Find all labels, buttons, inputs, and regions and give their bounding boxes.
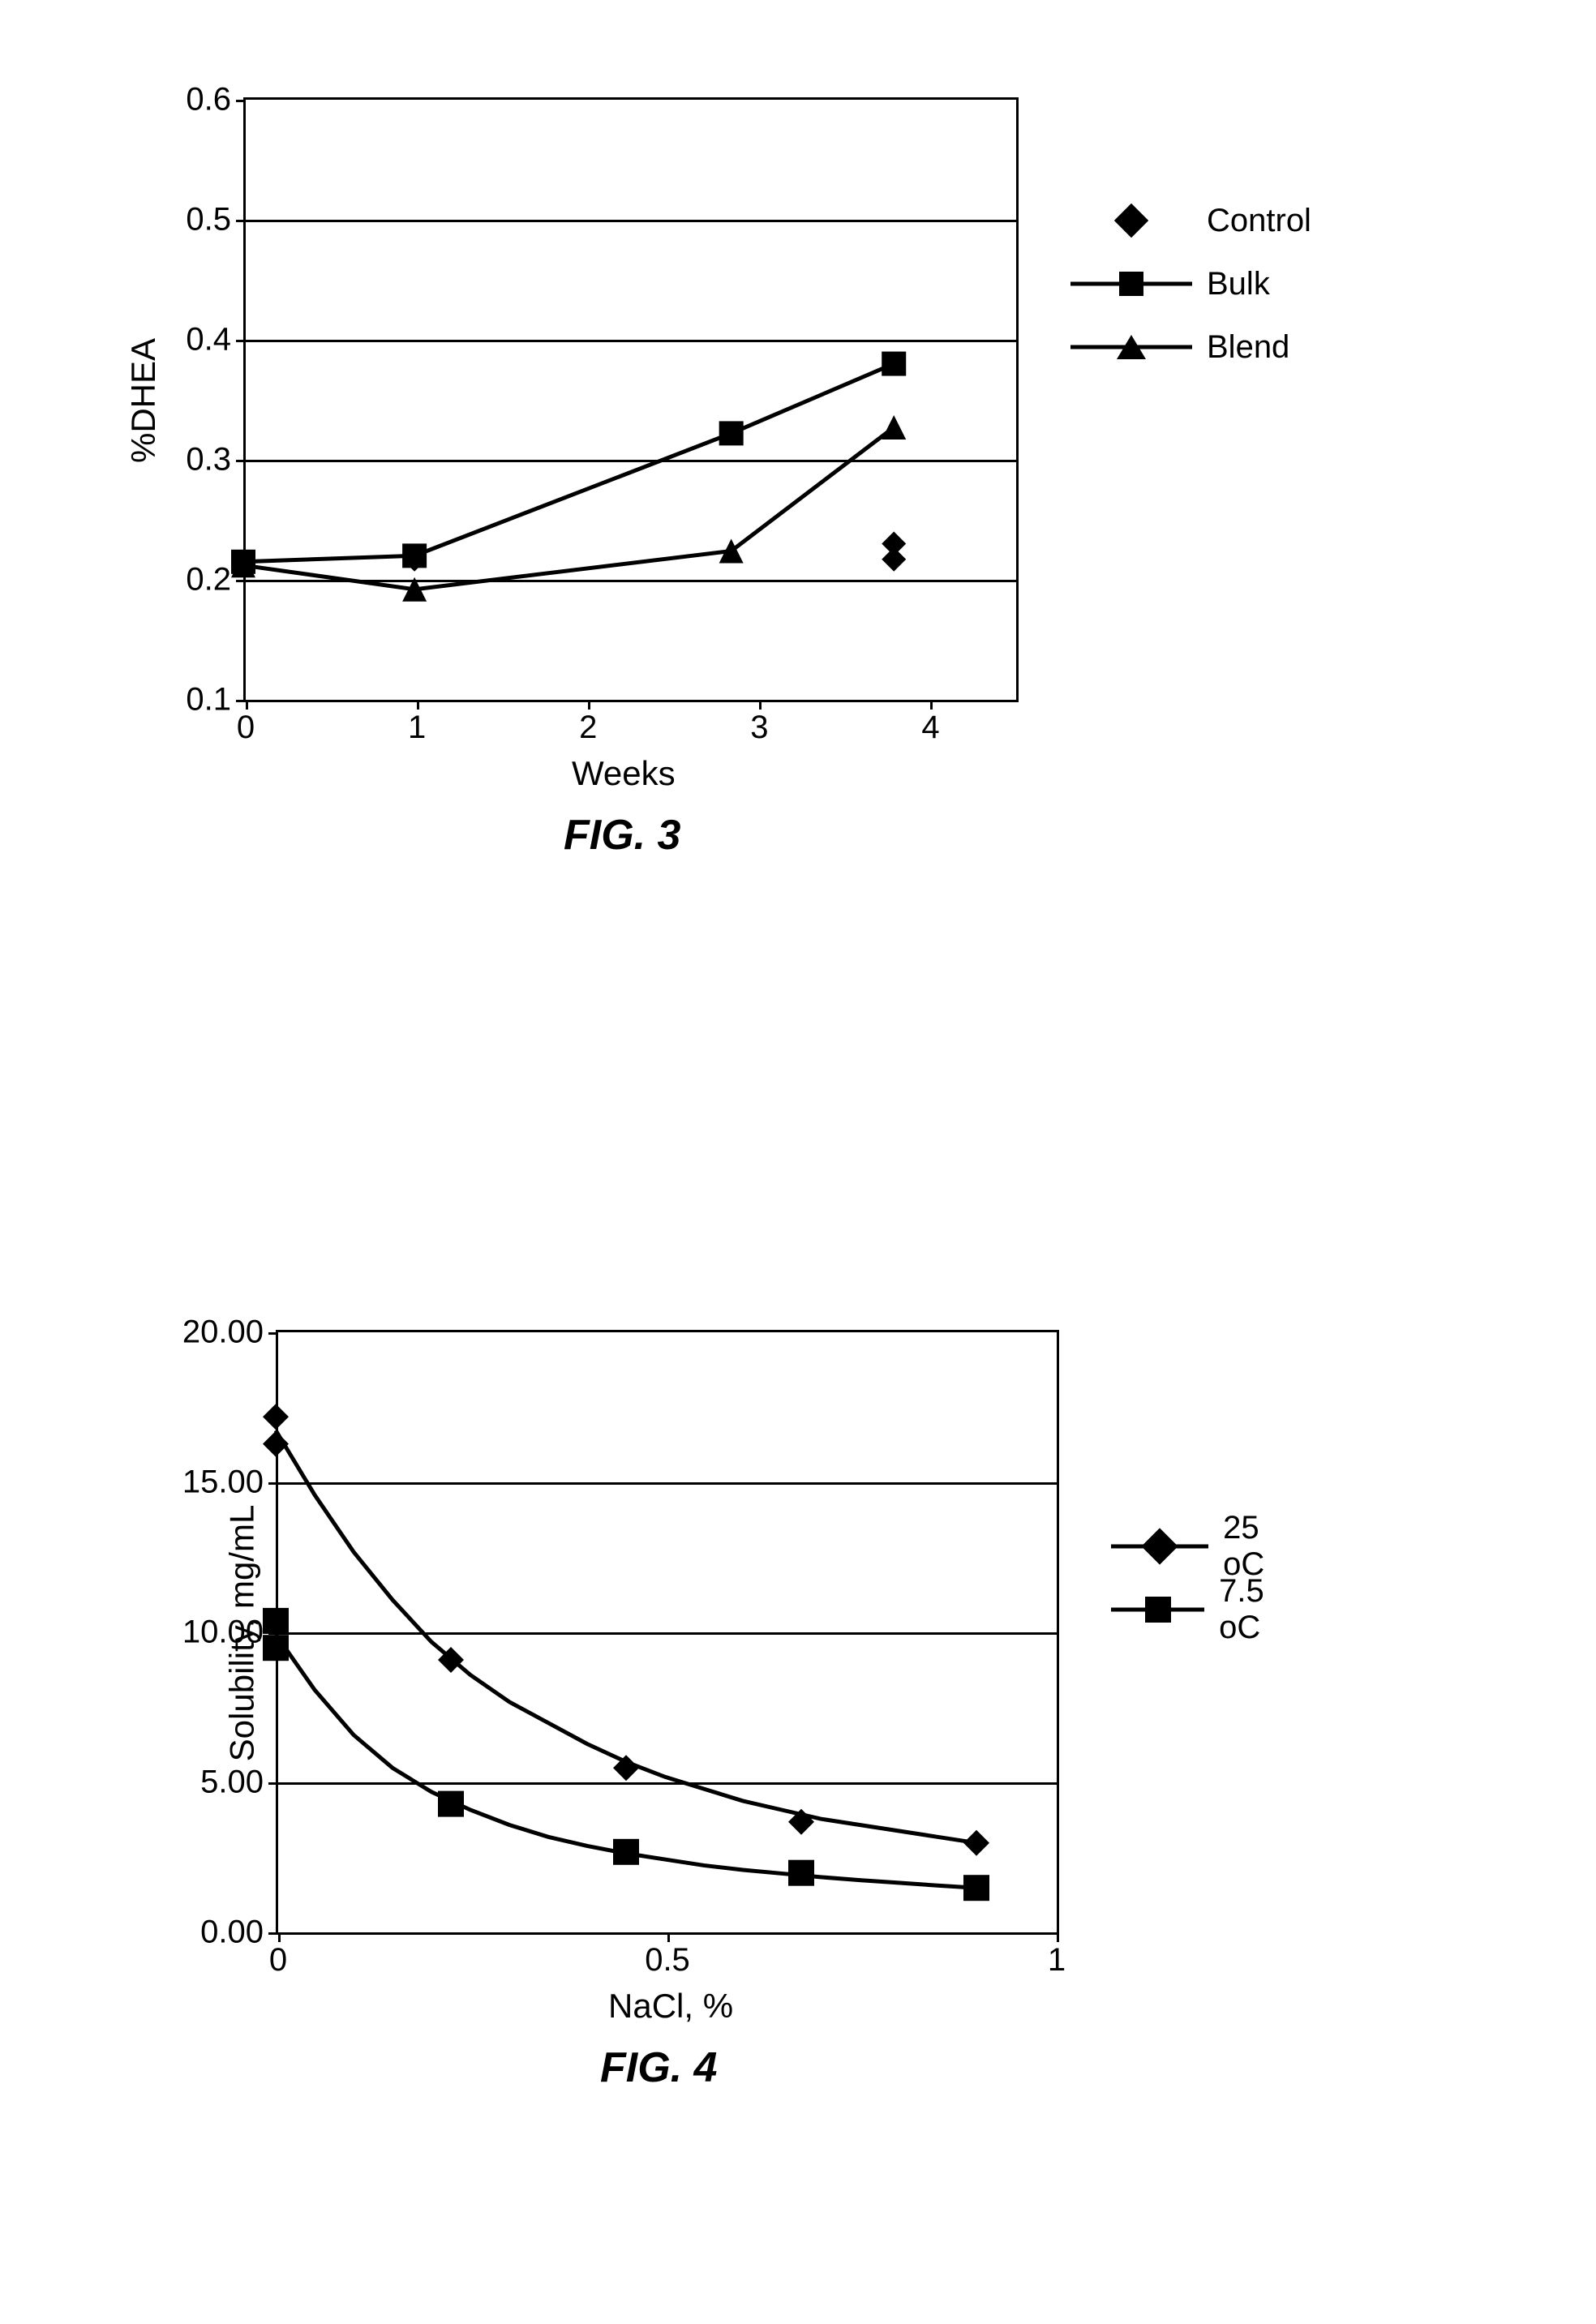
legend-marker	[1070, 335, 1192, 359]
xtick-label: 1	[1048, 1932, 1066, 1979]
gridline	[246, 580, 1016, 582]
gridline	[278, 1782, 1057, 1785]
ytick-label: 0.00	[200, 1915, 278, 1951]
ytick-label: 0.2	[186, 562, 246, 598]
legend-marker	[1070, 208, 1192, 233]
ytick-label: 0.5	[186, 202, 246, 238]
xtick-label: 0	[269, 1932, 287, 1979]
ytick-label: 15.00	[182, 1464, 278, 1501]
fig4-legend: 25 oC 7.5 oC	[1111, 1529, 1293, 1655]
fig4-plot-area: 0.005.0010.0015.0020.0000.51	[276, 1330, 1059, 1935]
fig3-xlabel: Weeks	[572, 754, 676, 793]
ytick-label: 0.4	[186, 322, 246, 358]
legend-item-25C: 25 oC	[1111, 1529, 1293, 1564]
fig3-ylabel: %DHEA	[124, 338, 163, 463]
legend-item-Control: Control	[1070, 203, 1311, 238]
gridline	[246, 220, 1016, 222]
ytick-label: 0.6	[186, 82, 246, 118]
ytick-label: 5.00	[200, 1764, 278, 1801]
fig4-ylabel: Solubility, mg/mL	[222, 1505, 261, 1762]
fig4-xlabel: NaCl, %	[608, 1987, 733, 2026]
fig3-legend: Control Bulk Blend	[1070, 203, 1311, 392]
xtick-label: 0.5	[645, 1932, 690, 1979]
legend-marker	[1111, 1533, 1208, 1559]
legend-item-Bulk: Bulk	[1070, 266, 1311, 302]
xtick-label: 3	[750, 700, 768, 746]
legend-item-7.5C: 7.5 oC	[1111, 1592, 1293, 1627]
fig3-plot-area: 0.10.20.30.40.50.601234	[243, 97, 1019, 702]
legend-label: Control	[1207, 203, 1311, 239]
ytick-label: 20.00	[182, 1314, 278, 1351]
legend-label: 7.5 oC	[1219, 1573, 1292, 1646]
gridline	[246, 340, 1016, 342]
legend-label: 25 oC	[1223, 1510, 1292, 1583]
fig4-caption: FIG. 4	[600, 2043, 717, 2092]
ytick-label: 0.3	[186, 442, 246, 478]
xtick-label: 0	[237, 700, 255, 746]
xtick-label: 4	[921, 700, 939, 746]
gridline	[278, 1482, 1057, 1485]
gridline	[246, 460, 1016, 462]
legend-marker	[1111, 1597, 1204, 1623]
fig3-caption: FIG. 3	[564, 811, 680, 860]
xtick-label: 2	[579, 700, 597, 746]
legend-label: Bulk	[1207, 266, 1270, 302]
legend-label: Blend	[1207, 329, 1289, 366]
xtick-label: 1	[408, 700, 426, 746]
gridline	[278, 1632, 1057, 1635]
legend-marker	[1070, 272, 1192, 296]
legend-item-Blend: Blend	[1070, 329, 1311, 365]
